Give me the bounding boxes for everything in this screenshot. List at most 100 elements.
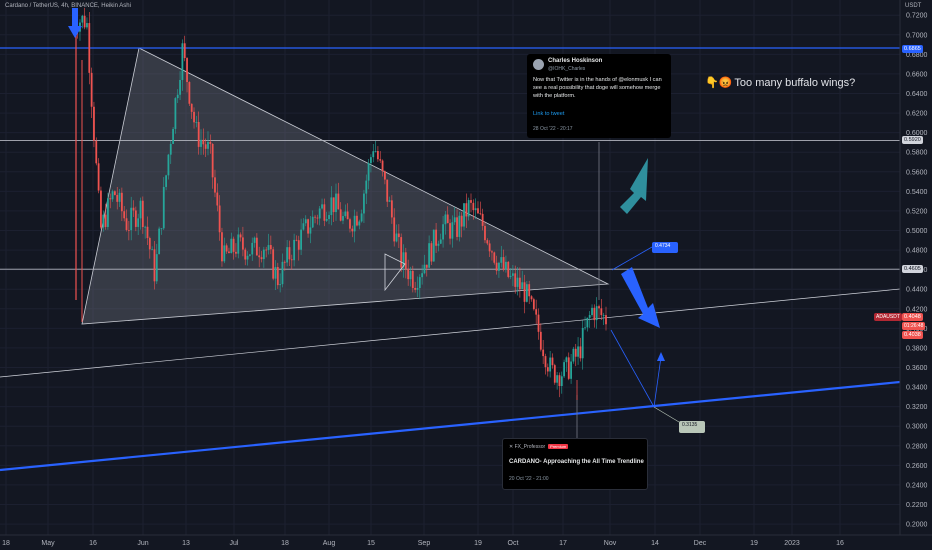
time-tick-8: 15 xyxy=(367,540,375,547)
candle-body xyxy=(358,221,361,226)
candle-body xyxy=(200,139,202,147)
candle-body xyxy=(116,194,119,202)
price-tick-10: 0.5200 xyxy=(906,208,928,215)
candle-body xyxy=(153,249,156,282)
candle-body xyxy=(139,200,142,219)
candle-body xyxy=(195,122,198,123)
note-text: Too many buffalo wings? xyxy=(734,77,856,89)
candle-body xyxy=(395,233,398,242)
tweet-author: Charles Hoskinson xyxy=(548,58,603,64)
teal-up-arrow-icon xyxy=(620,158,648,214)
candle-body xyxy=(309,227,312,234)
candle-body xyxy=(360,213,363,222)
candle-body xyxy=(539,331,542,350)
candle-body xyxy=(428,243,431,268)
candle-body xyxy=(235,251,237,254)
currency-label: USDT xyxy=(905,3,922,9)
candles xyxy=(72,7,607,400)
triangle-pattern[interactable] xyxy=(81,47,610,325)
candle-body xyxy=(288,247,291,260)
pattern-arrow-icon xyxy=(384,253,406,292)
time-tick-7: Aug xyxy=(323,540,336,547)
candle-body xyxy=(251,242,254,255)
candle-body xyxy=(365,180,368,194)
candle-body xyxy=(549,357,552,372)
price-axis[interactable]: 0.7200 0.7000 0.6800 0.6600 0.6400 0.6200 0.60… xyxy=(899,0,932,550)
price-tick-19: 0.3400 xyxy=(906,385,928,392)
candle-body xyxy=(402,252,405,268)
candle-body xyxy=(86,23,88,28)
candle-body xyxy=(230,238,233,254)
candle-body xyxy=(97,163,100,191)
candle-body xyxy=(509,275,512,277)
candle-body xyxy=(605,315,607,325)
candle-body xyxy=(237,234,240,254)
candle-body xyxy=(449,223,451,239)
candle-body xyxy=(404,252,407,270)
candle-body xyxy=(314,216,316,218)
text-note[interactable]: 👇😡 Too many buffalo wings? xyxy=(705,76,855,89)
candle-body xyxy=(111,191,114,200)
time-tick-12: 17 xyxy=(559,540,567,547)
candle-body xyxy=(393,217,396,242)
candle-body xyxy=(418,277,421,289)
candle-body xyxy=(444,214,447,225)
target-up-label[interactable]: 0.4734 xyxy=(652,242,678,253)
candle-body xyxy=(95,140,98,164)
time-tick-16: 19 xyxy=(750,540,758,547)
price-tick-23: 0.2600 xyxy=(906,463,928,470)
candle-body xyxy=(120,192,123,212)
candle-body xyxy=(276,267,279,286)
candle-body xyxy=(470,200,472,203)
price-tick-9: 0.5400 xyxy=(906,189,928,196)
time-tick-5: Jul xyxy=(230,540,239,547)
candle-body xyxy=(498,262,500,271)
time-tick-14: 14 xyxy=(651,540,659,547)
price-tick-6: 0.6000 xyxy=(906,130,928,137)
trendlines[interactable] xyxy=(0,142,901,472)
target-down-label[interactable]: 0.3135 xyxy=(679,421,705,433)
candle-body xyxy=(511,273,514,276)
candle-body xyxy=(477,208,479,214)
candle-body xyxy=(505,261,507,270)
price-tick-22: 0.2800 xyxy=(906,443,928,450)
idea-card[interactable]: ✕ FX_Professor Premium CARDANO- Approachi… xyxy=(502,438,648,490)
tweet-handle: @IOHK_Charles xyxy=(548,66,586,72)
candle-body xyxy=(321,204,323,209)
candle-body xyxy=(137,218,140,227)
candle-body xyxy=(197,122,200,147)
candle-body xyxy=(169,143,172,155)
time-tick-13: Nov xyxy=(604,540,617,547)
candle-body xyxy=(346,211,349,220)
horizontal-levels[interactable] xyxy=(0,47,900,270)
forecast-arrows[interactable] xyxy=(68,8,680,423)
candle-body xyxy=(300,229,302,250)
candle-body xyxy=(109,198,112,200)
candle-body xyxy=(598,306,600,309)
candle-body xyxy=(581,327,584,359)
candle-body xyxy=(323,204,326,221)
candle-body xyxy=(293,239,296,261)
candle-body xyxy=(467,200,470,217)
candle-body xyxy=(88,23,91,73)
candle-body xyxy=(258,255,261,258)
candle-body xyxy=(330,197,333,216)
candle-body xyxy=(255,237,258,256)
candle-body xyxy=(432,229,435,262)
time-axis[interactable]: 18 May 16 Jun 13 Jul 18 Aug 15 Sep 19 Oct 17 Nov 14 Dec… xyxy=(0,534,932,550)
candle-body xyxy=(328,215,330,220)
candle-body xyxy=(151,249,154,251)
price-tick-20: 0.3200 xyxy=(906,404,928,411)
tweet-text: Now that Twitter is in the hands of @elo… xyxy=(533,77,662,99)
candle-body xyxy=(267,245,270,251)
price-tick-15: 0.4200 xyxy=(906,306,928,313)
candle-body xyxy=(344,211,347,217)
time-tick-10: 19 xyxy=(474,540,482,547)
candle-body xyxy=(211,143,214,178)
candle-body xyxy=(248,254,251,256)
candle-body xyxy=(558,375,561,386)
tweet-embed[interactable]: Charles Hoskinson @IOHK_Charles Now that… xyxy=(527,54,671,138)
candle-body xyxy=(486,240,489,244)
tweet-link[interactable]: Link to tweet xyxy=(533,111,565,117)
